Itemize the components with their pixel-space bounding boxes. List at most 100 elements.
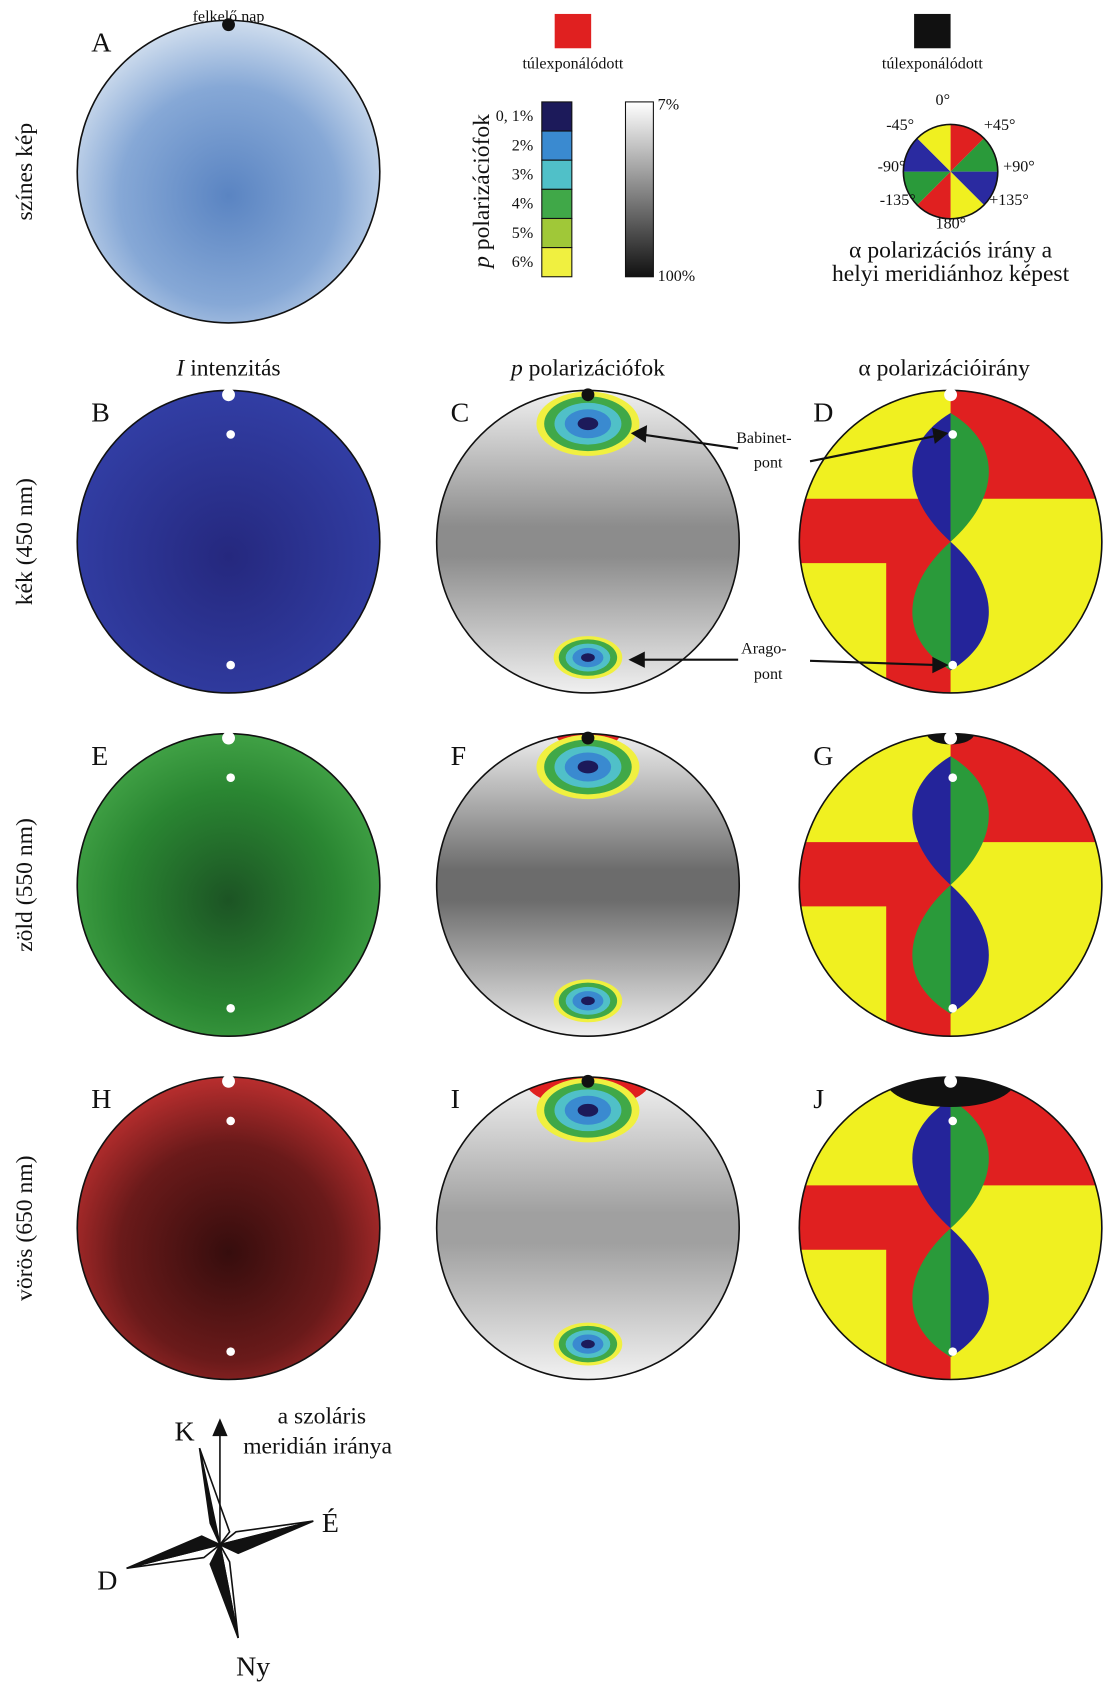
babinet-label: Babinet-	[736, 430, 791, 447]
p-swatch	[542, 102, 572, 131]
arago-dot	[948, 1004, 957, 1013]
blob	[578, 761, 599, 774]
p-scale: 0, 1% 2% 3% 4% 5% 6%	[496, 102, 572, 277]
arago-dot	[226, 1004, 235, 1013]
row-label: vörös (650 nm)	[12, 1156, 38, 1301]
compass-west: Ny	[236, 1652, 270, 1682]
p-swatch	[542, 131, 572, 160]
arago-label: Arago-	[741, 640, 787, 657]
angle-wheel: 0° -45° +45° -90° +90° -135° +135° 180°	[878, 92, 1035, 232]
panel: B	[77, 388, 380, 693]
panel: A	[77, 18, 380, 323]
arago-label: pont	[754, 666, 783, 683]
black-swatch	[914, 14, 950, 48]
babinet-dot	[226, 1117, 235, 1126]
p-level-label: 5%	[512, 225, 533, 242]
p-swatch	[542, 248, 572, 277]
angle-label: 180°	[936, 215, 967, 232]
panel-image	[437, 719, 740, 1037]
babinet-dot	[948, 773, 957, 782]
panel-image	[799, 1056, 1102, 1380]
panel: E	[77, 732, 380, 1037]
sun-dot	[582, 732, 595, 745]
p-level-label: 6%	[512, 254, 533, 271]
row-label: kék (450 nm)	[12, 478, 38, 605]
angle-label: +45°	[984, 117, 1016, 134]
text: polarizációirány	[877, 355, 1030, 381]
alpha-caption: helyi meridiánhoz képest	[832, 261, 1070, 287]
sun-dot	[944, 732, 957, 745]
sun-dot	[222, 1075, 235, 1088]
overexposed-label: túlexponálódott	[882, 56, 983, 73]
panel-letter: I	[451, 1084, 460, 1115]
text: polarizációfok	[529, 355, 665, 381]
column-header: p polarizációfok	[509, 355, 665, 381]
symbol: p	[509, 355, 523, 381]
p-axis-label: p polarizációfok	[469, 114, 495, 270]
text: polarizációfok	[469, 114, 495, 250]
panel-letter: C	[451, 398, 470, 429]
sun-dot	[944, 1075, 957, 1088]
gray-top-label: 7%	[658, 96, 679, 113]
p-level-label: 0, 1%	[496, 108, 534, 125]
sun-dot	[222, 388, 235, 401]
p-level-label: 2%	[512, 137, 533, 154]
compass-south: D	[97, 1566, 117, 1597]
panel: F	[437, 719, 740, 1037]
babinet-dot	[948, 430, 957, 439]
row-label: színes kép	[12, 123, 38, 221]
panel-image	[437, 390, 740, 693]
meridian-label: meridián iránya	[243, 1434, 392, 1460]
blob	[581, 1340, 595, 1349]
arago-dot	[226, 661, 235, 670]
angle-label: +135°	[989, 192, 1029, 209]
babinet-dot	[226, 430, 235, 439]
sun-dot	[222, 18, 235, 31]
panel: I	[437, 1056, 740, 1380]
angle-label: -45°	[886, 117, 914, 134]
panel-letter: D	[813, 398, 833, 429]
sun-dot	[582, 1075, 595, 1088]
arago-dot	[226, 1347, 235, 1356]
panel-letter: E	[91, 741, 108, 772]
alpha-caption: α polarizációs irány a	[849, 237, 1053, 263]
compass-east: É	[322, 1508, 339, 1539]
p-swatch	[542, 189, 572, 218]
panel-image	[437, 1056, 740, 1380]
gray-bottom-label: 100%	[658, 268, 696, 285]
p-level-label: 4%	[512, 196, 533, 213]
gray-scale	[625, 102, 653, 277]
arago-dot	[948, 661, 957, 670]
panel-letter: A	[91, 27, 111, 58]
blob	[578, 417, 599, 430]
p-level-label: 3%	[512, 167, 533, 184]
column-header: I intenzitás	[175, 355, 280, 381]
panel-fill	[77, 20, 380, 323]
babinet-dot	[226, 773, 235, 782]
blob	[581, 653, 595, 662]
panel-letter: J	[813, 1084, 824, 1115]
angle-label: +90°	[1003, 159, 1035, 176]
panel: C	[437, 388, 740, 693]
panel-letter: F	[451, 741, 467, 772]
angle-label: -135°	[880, 192, 916, 209]
symbol: p	[469, 256, 495, 270]
sun-dot	[944, 388, 957, 401]
red-swatch	[555, 14, 591, 48]
panel-letter: H	[91, 1084, 111, 1115]
panel: H	[77, 1075, 380, 1380]
figure: felkelő nap túlexponálódott túlexponálód…	[0, 0, 1104, 1682]
angle-label: -90°	[878, 159, 906, 176]
compass-north: K	[174, 1417, 194, 1448]
panel-letter: B	[91, 398, 110, 429]
angle-label: 0°	[936, 92, 950, 109]
panel-image	[77, 20, 380, 323]
row-label: zöld (550 nm)	[12, 818, 38, 952]
overexposed-label: túlexponálódott	[522, 56, 623, 73]
p-swatch	[542, 160, 572, 189]
blob	[578, 1104, 599, 1117]
panel-letter: G	[813, 741, 833, 772]
babinet-label: pont	[754, 455, 783, 472]
panel-image	[799, 723, 1102, 1036]
blob	[581, 997, 595, 1006]
